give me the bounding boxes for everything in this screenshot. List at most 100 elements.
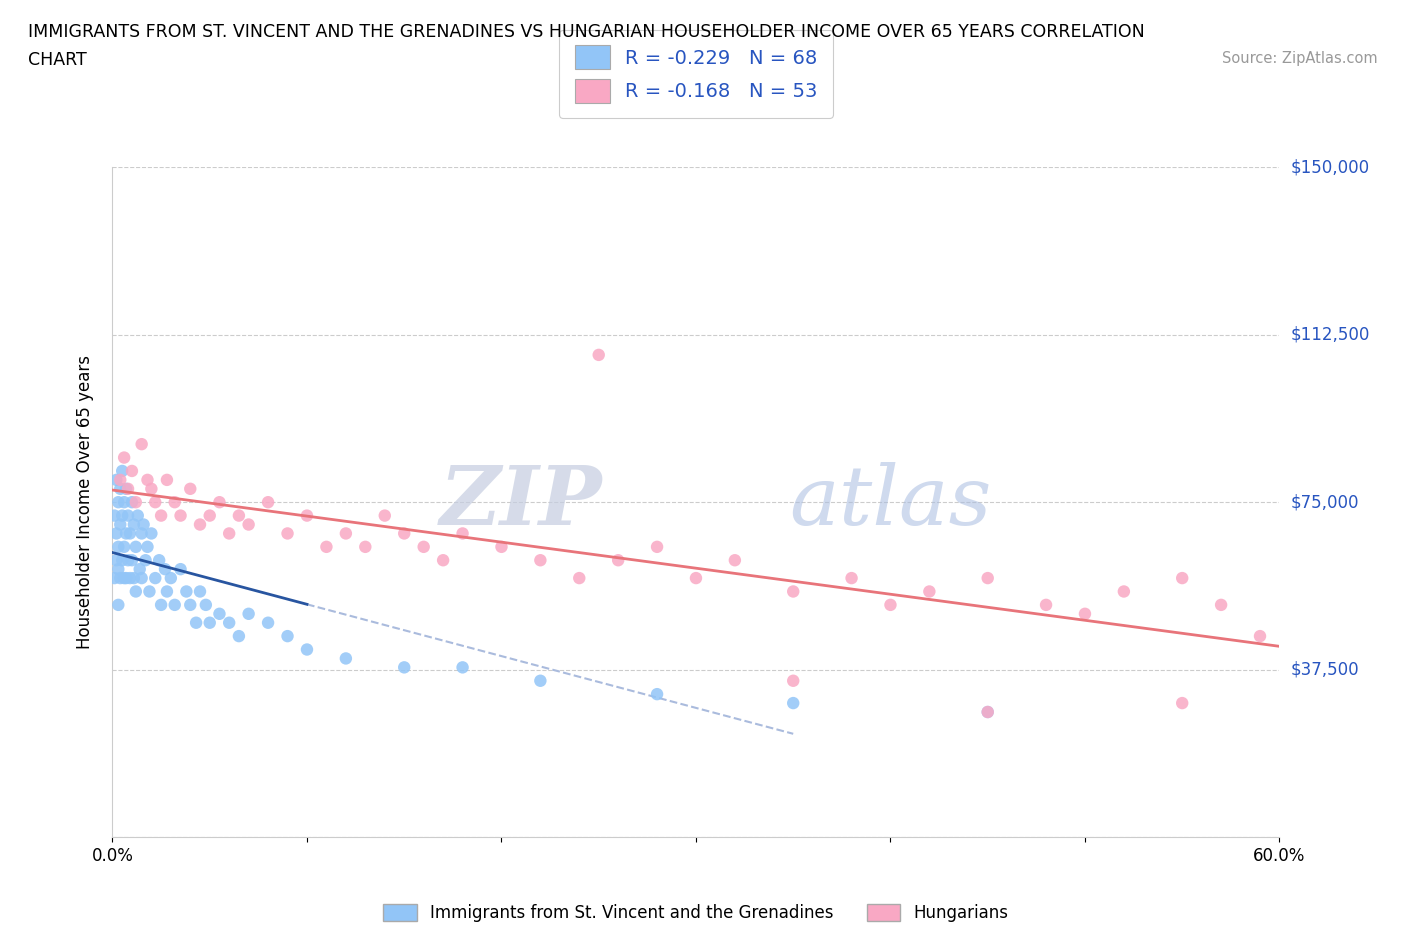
Point — [841, 571, 863, 586]
Point — [685, 571, 707, 586]
Point — [112, 450, 135, 465]
Point — [136, 539, 159, 554]
Text: $112,500: $112,500 — [1291, 326, 1369, 344]
Point — [112, 495, 135, 510]
Text: $75,000: $75,000 — [1291, 493, 1360, 512]
Point — [451, 526, 474, 541]
Point — [184, 616, 207, 631]
Point — [125, 539, 148, 554]
Point — [588, 348, 610, 363]
Point — [150, 508, 173, 523]
Point — [107, 597, 129, 612]
Legend: Immigrants from St. Vincent and the Grenadines, Hungarians: Immigrants from St. Vincent and the Gren… — [377, 897, 1015, 929]
Point — [176, 584, 198, 599]
Point — [335, 651, 357, 666]
Point — [208, 606, 231, 621]
Point — [131, 571, 153, 586]
Point — [295, 508, 318, 523]
Point — [111, 552, 134, 567]
Point — [128, 562, 150, 577]
Point — [392, 526, 416, 541]
Point — [188, 584, 211, 599]
Point — [105, 526, 128, 541]
Text: ZIP: ZIP — [440, 462, 603, 542]
Point — [257, 495, 280, 510]
Text: IMMIGRANTS FROM ST. VINCENT AND THE GRENADINES VS HUNGARIAN HOUSEHOLDER INCOME O: IMMIGRANTS FROM ST. VINCENT AND THE GREN… — [28, 23, 1144, 41]
Point — [194, 597, 217, 612]
Point — [782, 584, 804, 599]
Point — [156, 472, 179, 487]
Point — [169, 508, 191, 523]
Point — [111, 463, 134, 478]
Point — [179, 597, 201, 612]
Point — [112, 539, 135, 554]
Point — [529, 673, 551, 688]
Point — [117, 508, 139, 523]
Point — [110, 472, 132, 487]
Point — [432, 552, 454, 567]
Point — [724, 552, 747, 567]
Point — [879, 597, 901, 612]
Point — [118, 526, 141, 541]
Point — [412, 539, 434, 554]
Point — [228, 508, 250, 523]
Point — [131, 437, 153, 452]
Point — [315, 539, 337, 554]
Point — [121, 495, 143, 510]
Point — [156, 584, 179, 599]
Point — [354, 539, 377, 554]
Point — [1074, 606, 1097, 621]
Point — [107, 495, 129, 510]
Point — [188, 517, 211, 532]
Point — [117, 552, 139, 567]
Point — [645, 539, 668, 554]
Point — [607, 552, 630, 567]
Point — [1209, 597, 1232, 612]
Point — [122, 517, 145, 532]
Point — [392, 660, 416, 675]
Point — [228, 629, 250, 644]
Point — [491, 539, 513, 554]
Point — [103, 571, 125, 586]
Point — [107, 539, 129, 554]
Point — [125, 495, 148, 510]
Point — [115, 526, 138, 541]
Point — [105, 552, 128, 567]
Point — [135, 552, 157, 567]
Point — [1249, 629, 1271, 644]
Point — [335, 526, 357, 541]
Y-axis label: Householder Income Over 65 years: Householder Income Over 65 years — [76, 355, 94, 649]
Point — [103, 508, 125, 523]
Point — [141, 482, 163, 497]
Point — [198, 508, 221, 523]
Point — [374, 508, 396, 523]
Point — [110, 482, 132, 497]
Point — [122, 571, 145, 586]
Point — [143, 495, 166, 510]
Text: $37,500: $37,500 — [1291, 660, 1360, 679]
Point — [107, 562, 129, 577]
Point — [136, 472, 159, 487]
Point — [451, 660, 474, 675]
Point — [121, 463, 143, 478]
Point — [276, 526, 298, 541]
Point — [257, 616, 280, 631]
Point — [160, 571, 183, 586]
Point — [918, 584, 941, 599]
Point — [138, 584, 160, 599]
Point — [1171, 696, 1194, 711]
Text: atlas: atlas — [789, 462, 991, 542]
Point — [1171, 571, 1194, 586]
Point — [141, 526, 163, 541]
Point — [153, 562, 176, 577]
Point — [127, 508, 149, 523]
Point — [238, 517, 260, 532]
Point — [276, 629, 298, 644]
Point — [118, 571, 141, 586]
Point — [143, 571, 166, 586]
Point — [198, 616, 221, 631]
Point — [125, 584, 148, 599]
Point — [121, 552, 143, 567]
Point — [131, 526, 153, 541]
Point — [976, 705, 998, 720]
